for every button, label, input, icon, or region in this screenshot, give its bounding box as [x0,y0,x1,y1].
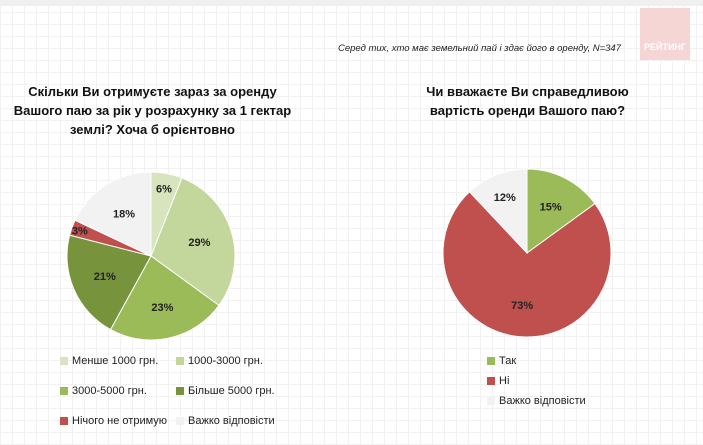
data-label: 18% [113,208,135,220]
pie-slice [66,234,152,331]
legend-label: Важко відповісти [499,395,586,407]
legend-label: 3000-5000 грн. [72,385,147,397]
data-label: 73% [511,300,533,312]
legend-label: Важко відповісти [188,415,275,427]
legend-label: Менше 1000 грн. [72,355,159,367]
data-label: 6% [156,183,172,195]
legend-label: Нічого не отримую [72,415,168,427]
legend-item: Важко відповісти [487,395,586,407]
legend-label: Більше 5000 грн. [188,385,275,397]
pie-slice [442,191,612,338]
legend-swatch [60,357,68,365]
pie-slice [109,255,220,341]
legend-swatch [176,417,184,425]
data-label: 29% [188,237,210,249]
legend-item: Так [487,355,516,367]
data-label: 23% [151,302,173,314]
legend-item: 3000-5000 грн. [60,385,147,397]
pie-slice [526,168,596,254]
pie-slice [74,171,152,257]
chart-title-right: Чи вважаєте Ви справедливою вартість оре… [426,84,629,118]
legend-swatch [487,377,495,385]
data-label: 3% [72,225,88,237]
chart-title-left: Скільки Ви отримуєте зараз за оренду Ваш… [13,84,292,137]
legend-item: Ні [487,375,509,387]
legend-item: Нічого не отримую [60,415,167,427]
legend-item: Важко відповісти [176,415,275,427]
data-label: 21% [94,271,116,283]
legend-item: Більше 5000 грн. [176,385,275,397]
legend-swatch [60,387,68,395]
legend-swatch [60,417,68,425]
legend-label: 1000-3000 грн. [188,355,263,367]
legend-swatch [176,357,184,365]
legend-label: Ні [499,375,510,387]
legend-swatch [487,357,495,365]
pie-slice [468,168,528,255]
top-bar [0,0,703,6]
data-label: 15% [540,202,562,214]
legend-item: 1000-3000 грн. [176,355,263,367]
legend-swatch [176,387,184,395]
legend-label: Так [499,355,517,367]
rating-logo: РЕЙТИНГ [640,8,690,60]
data-label: 12% [494,192,516,204]
pie-slice [150,177,236,307]
legend-item: Менше 1000 грн. [60,355,158,367]
sample-note: Серед тих, хто має земельний пай і здає … [337,43,621,54]
legend-swatch [487,397,495,405]
